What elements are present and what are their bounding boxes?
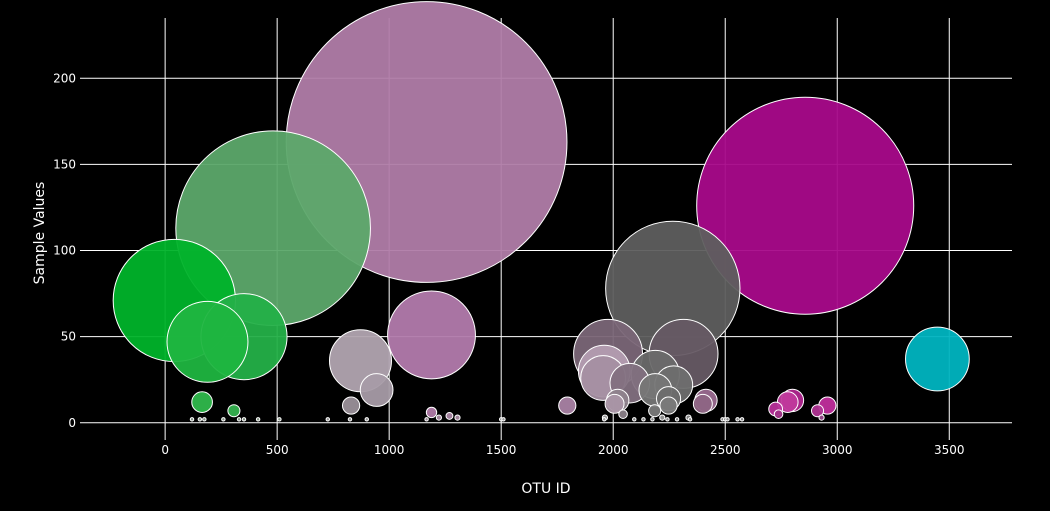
bubble-point[interactable] [618,409,628,419]
x-tick-label: 3500 [934,443,965,457]
bubble-point[interactable] [659,414,666,421]
bubble-point[interactable] [692,393,713,414]
x-tick-label: 0 [161,443,169,457]
bubble-point[interactable] [387,290,476,380]
bubble-point[interactable] [189,417,195,422]
tick-labels: 0 500 1000 1500 2000 2500 3000 3500 0 50 100 150 200 [53,71,964,457]
bubble-point[interactable] [696,96,915,315]
bubble-point[interactable] [424,417,429,422]
x-tick-label: 3000 [822,443,853,457]
bubble-point[interactable] [905,326,970,392]
bubble-point[interactable] [325,417,331,422]
x-axis-title: OTU ID [521,481,570,497]
x-tick-label: 2500 [710,443,741,457]
bubble-point[interactable] [811,404,825,418]
bubble-point[interactable] [602,417,607,422]
bubble-point[interactable] [359,373,394,407]
bubble-point[interactable] [435,414,442,421]
bubble-point[interactable] [445,411,454,420]
bubble-point[interactable] [739,417,745,422]
x-tick-label: 2000 [598,443,629,457]
bubble-point[interactable] [166,300,249,383]
bubble-point[interactable] [197,417,203,422]
y-axis-title: Sample Values [32,182,48,285]
bubble-point[interactable] [650,417,655,422]
bubble-point[interactable] [255,417,261,422]
bubble-point[interactable] [725,417,730,422]
bubble-point[interactable] [604,393,625,414]
x-tick-label: 1500 [486,443,517,457]
bubble-point[interactable] [558,396,577,415]
x-tick-label: 1000 [374,443,405,457]
bubble-point[interactable] [687,417,693,422]
bubble-point[interactable] [221,417,226,422]
bubble-point[interactable] [501,417,506,422]
y-tick-label: 0 [68,416,76,430]
bubble-point[interactable] [191,391,213,413]
bubble-point[interactable] [202,417,207,422]
bubble-point[interactable] [364,417,369,422]
bubble-point[interactable] [241,417,247,422]
bubble-point[interactable] [236,417,242,422]
bubble-point[interactable] [735,417,740,422]
x-tick-label: 500 [266,443,289,457]
bubble-point[interactable] [659,396,678,415]
bubble-point[interactable] [818,414,825,421]
bubbles [112,1,970,422]
bubble-point[interactable] [227,404,241,418]
bubble-point[interactable] [641,417,646,422]
bubble-point[interactable] [665,417,670,422]
y-tick-label: 200 [53,71,76,85]
y-tick-label: 150 [53,157,76,171]
bubble-point[interactable] [347,417,353,422]
bubble-point[interactable] [425,406,438,419]
bubble-point[interactable] [773,409,784,419]
bubble-point[interactable] [277,417,282,422]
y-tick-label: 100 [53,244,76,258]
bubble-point[interactable] [674,417,680,422]
bubble-point[interactable] [632,417,637,422]
bubble-point[interactable] [341,396,361,415]
y-tick-label: 50 [61,330,76,344]
bubble-point[interactable] [454,414,461,421]
bubble-point[interactable] [648,404,662,418]
